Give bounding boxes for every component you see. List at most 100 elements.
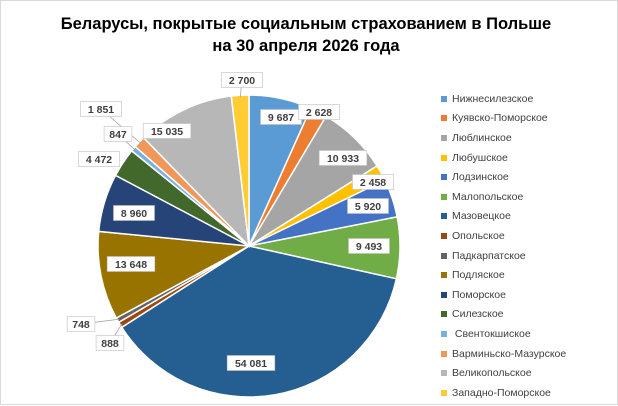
legend-swatch	[441, 370, 447, 377]
legend-item: Малопольское	[441, 187, 566, 207]
legend-label: Поморское	[452, 288, 506, 301]
data-label: 2 458	[352, 174, 394, 190]
legend-item: Великопольское	[441, 363, 566, 383]
legend-label: Люблинское	[452, 131, 512, 144]
legend-item: Нижнесилезское	[441, 89, 566, 109]
data-label: 2 628	[298, 104, 340, 120]
data-label-box	[347, 198, 389, 214]
data-label: 1 851	[80, 101, 122, 117]
data-label: 8 960	[113, 205, 155, 221]
legend-swatch	[441, 95, 447, 102]
legend-swatch	[441, 311, 447, 318]
data-label-box	[103, 126, 133, 142]
data-label-box	[318, 150, 368, 166]
legend-item: Опольское	[441, 226, 566, 246]
legend-swatch	[441, 330, 447, 337]
legend-label: Западно-Поморское	[452, 386, 551, 399]
legend-swatch	[441, 115, 447, 122]
legend-swatch	[441, 232, 447, 239]
data-label-box	[348, 238, 390, 254]
data-label-text: 2 458	[360, 177, 386, 189]
data-label-box	[106, 256, 156, 272]
legend-label: Любушское	[452, 151, 508, 164]
legend-label: Свентокшиское	[452, 327, 531, 340]
legend-swatch	[441, 213, 447, 220]
data-label-box	[95, 335, 125, 351]
pie-slice	[97, 230, 252, 320]
data-label-text: 847	[109, 129, 127, 141]
legend-item: Силезское	[441, 305, 566, 325]
legend-swatch	[441, 389, 447, 396]
data-label: 847	[103, 126, 133, 142]
data-label-text: 748	[72, 319, 90, 331]
legend-swatch	[441, 154, 447, 161]
legend-label: Падкарпатское	[452, 249, 526, 262]
legend-label: Великопольское	[452, 367, 532, 380]
data-label: 9 687	[260, 109, 302, 125]
legend-item: Мазовецкое	[441, 207, 566, 227]
data-label-box	[66, 316, 96, 332]
legend-item: Подляское	[441, 265, 566, 285]
data-label-box	[221, 72, 263, 88]
data-label-text: 888	[101, 338, 119, 350]
data-label-text: 54 081	[235, 358, 267, 370]
legend-label: Куявско-Поморское	[452, 112, 548, 125]
legend-label: Малопольское	[452, 190, 524, 203]
legend-swatch	[441, 193, 447, 200]
data-label-text: 9 687	[268, 112, 294, 124]
legend-item: Поморское	[441, 285, 566, 305]
data-label: 9 493	[348, 238, 390, 254]
data-label-box	[226, 355, 276, 371]
data-label-box	[352, 174, 394, 190]
data-label: 2 700	[221, 72, 263, 88]
legend-item: Лодзинское	[441, 167, 566, 187]
data-label-box	[298, 104, 340, 120]
data-label: 5 920	[347, 198, 389, 214]
data-label-text: 8 960	[121, 208, 147, 220]
legend-swatch	[441, 272, 447, 279]
data-label-text: 10 933	[327, 153, 359, 165]
data-label: 15 035	[142, 123, 192, 139]
data-label: 13 648	[106, 256, 156, 272]
legend-swatch	[441, 252, 447, 259]
data-label-text: 2 700	[229, 75, 255, 87]
legend-swatch	[441, 134, 447, 141]
legend-item: Люблинское	[441, 128, 566, 148]
legend-label: Лодзинское	[452, 171, 509, 184]
data-label-box	[113, 205, 155, 221]
legend-label: Подляское	[452, 269, 505, 282]
chart-title-line-1: Беларусы, покрытые социальным страховани…	[60, 15, 552, 33]
legend: Нижнесилезское Куявско-Поморское Люблинско…	[441, 89, 566, 403]
data-label-box	[80, 101, 122, 117]
data-label-text: 13 648	[115, 259, 147, 271]
data-label: 54 081	[226, 355, 276, 371]
legend-item: Куявско-Поморское	[441, 109, 566, 129]
data-label-text: 15 035	[151, 126, 183, 138]
chart-title-line-2: на 30 апреля 2026 года	[212, 37, 400, 55]
legend-label: Нижнесилезское	[452, 92, 534, 105]
data-label-text: 1 851	[88, 104, 114, 116]
data-label: 748	[66, 316, 96, 332]
data-label: 4 472	[78, 151, 120, 167]
data-label-text: 9 493	[356, 241, 382, 253]
data-label-text: 2 628	[306, 107, 332, 119]
legend-swatch	[441, 350, 447, 357]
legend-swatch	[441, 174, 447, 181]
legend-item: Свентокшиское	[441, 324, 566, 344]
legend-label: Силезское	[452, 308, 504, 321]
data-label: 888	[95, 335, 125, 351]
legend-item: Варминьско-Мазурское	[441, 344, 566, 364]
legend-label: Варминьско-Мазурское	[452, 347, 567, 360]
data-label-text: 5 920	[355, 201, 381, 213]
legend-item: Западно-Поморское	[441, 383, 566, 403]
data-label-text: 4 472	[86, 154, 112, 166]
legend-item: Падкарпатское	[441, 246, 566, 266]
data-label-box	[142, 123, 192, 139]
data-label-box	[78, 151, 120, 167]
legend-label: Опольское	[452, 229, 505, 242]
legend-item: Любушское	[441, 148, 566, 168]
legend-swatch	[441, 291, 447, 298]
